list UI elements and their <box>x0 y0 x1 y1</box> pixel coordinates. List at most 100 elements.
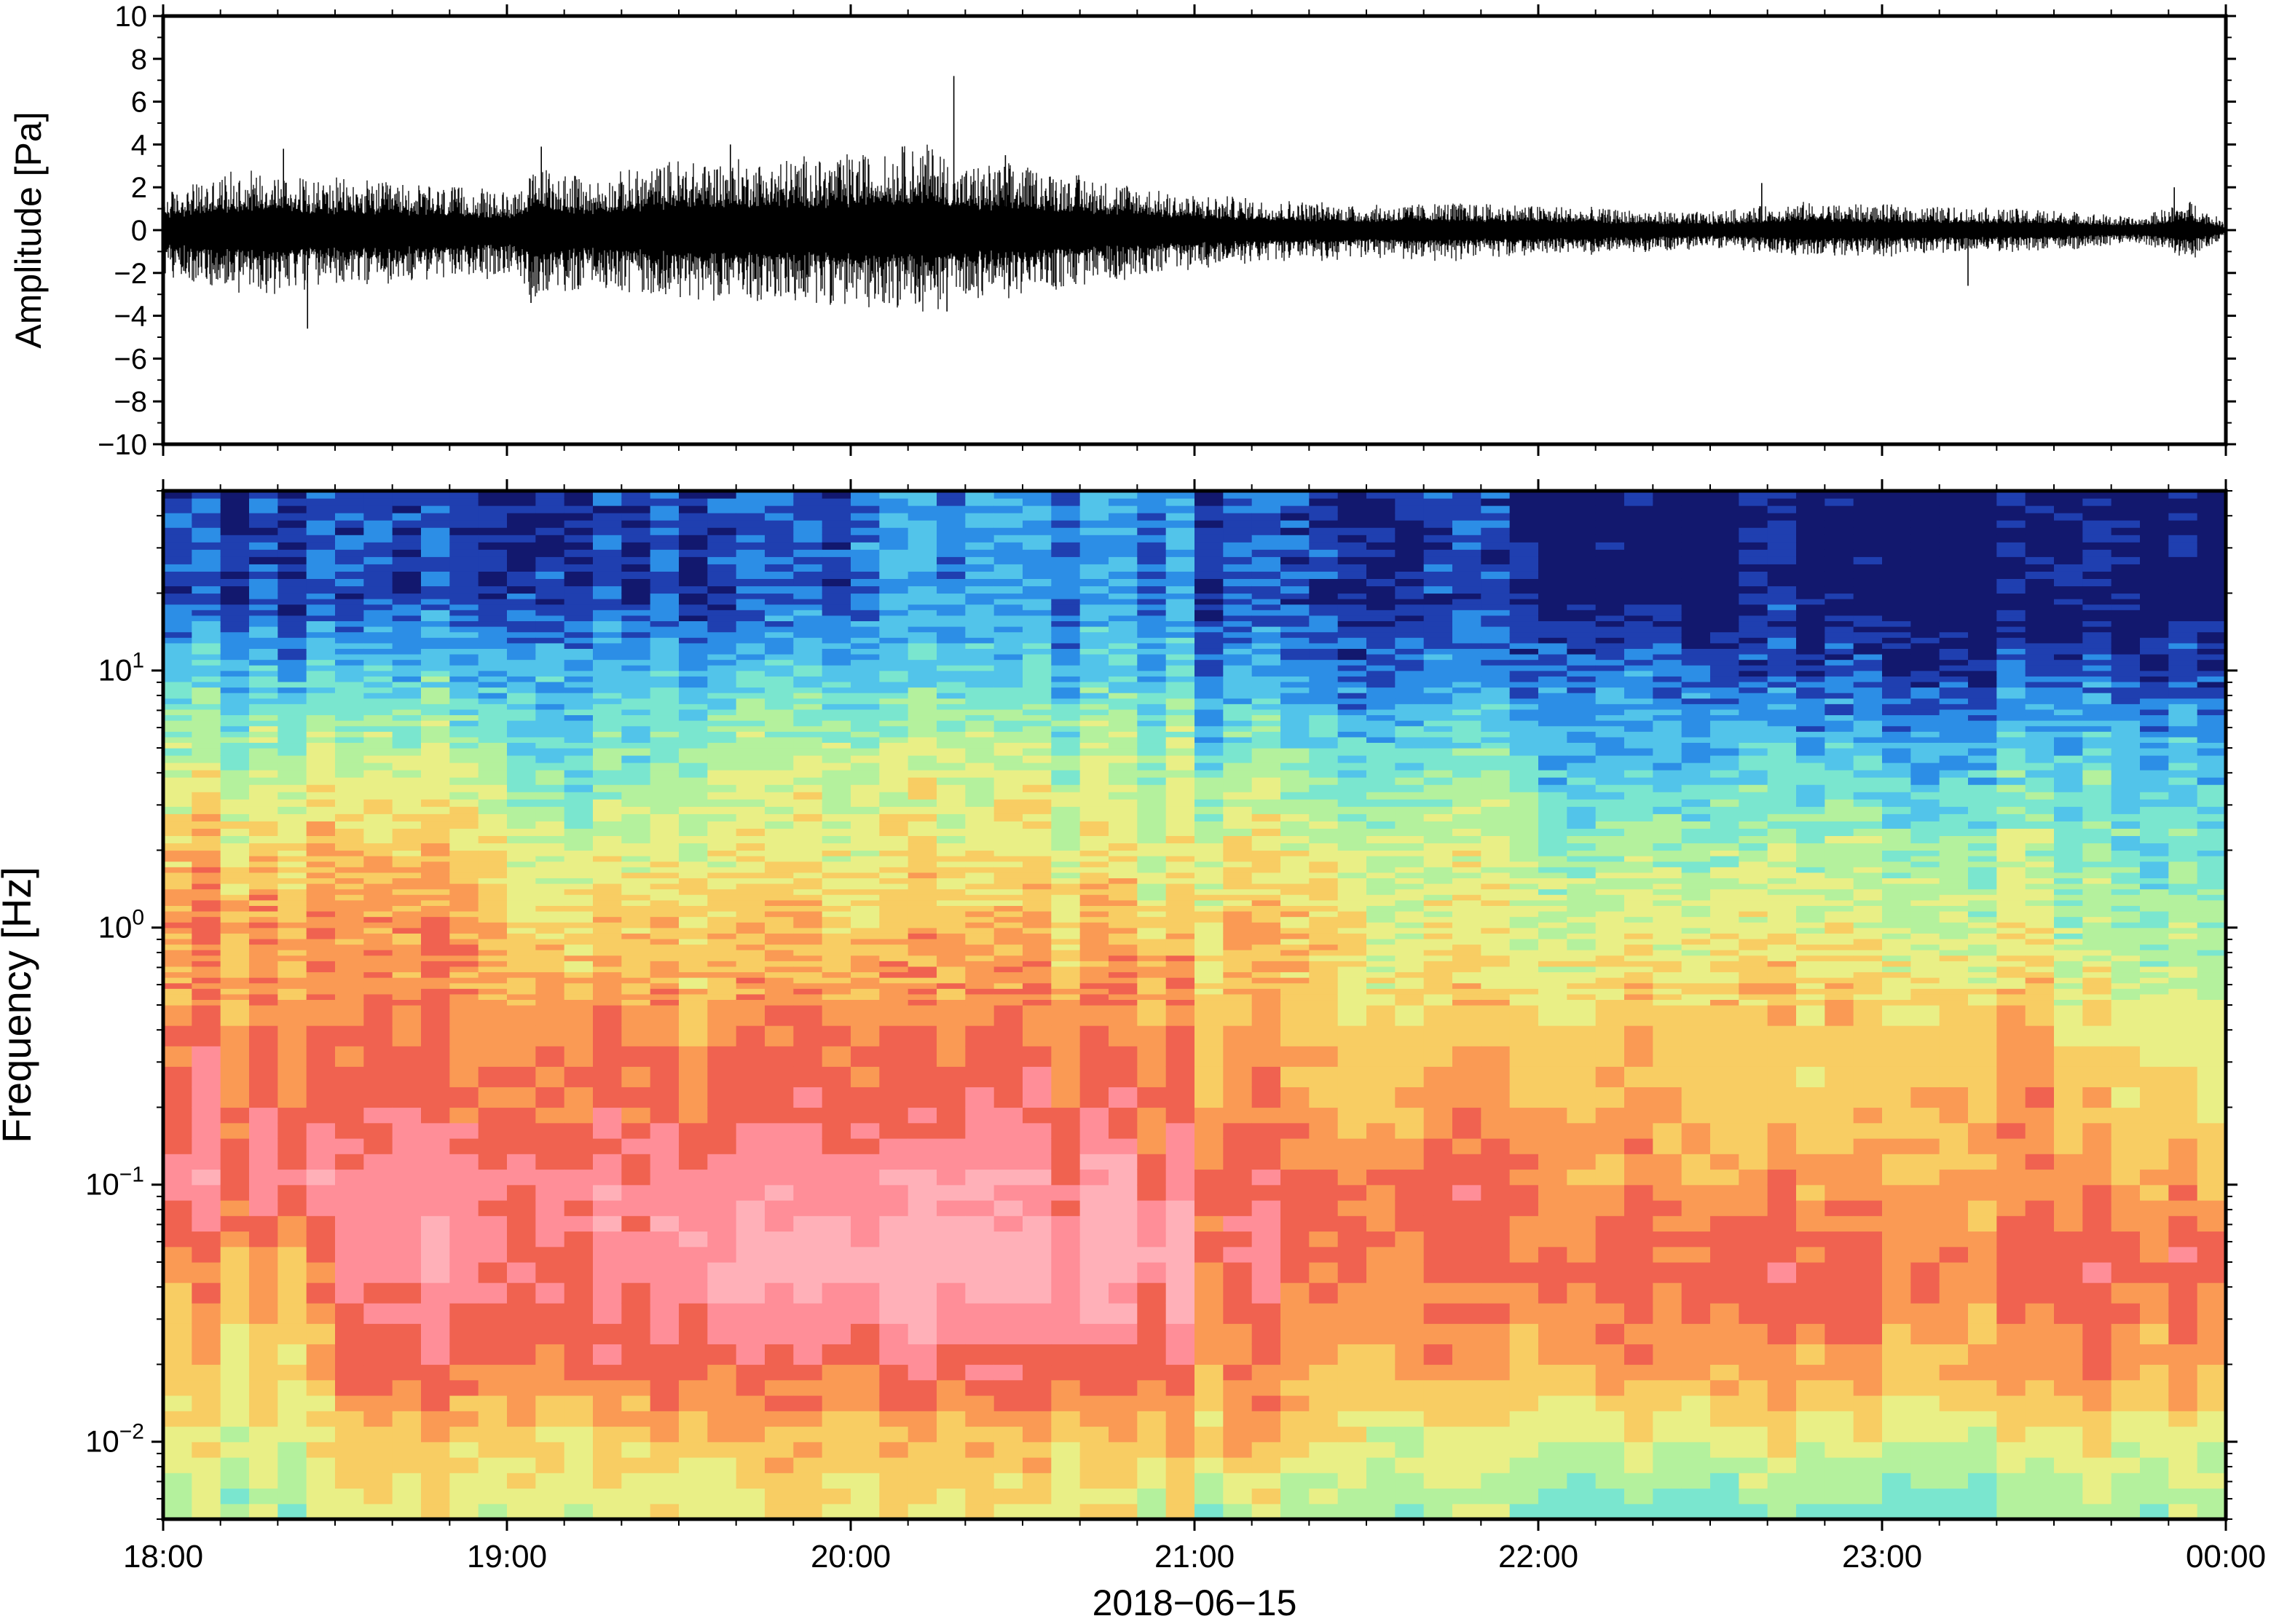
spectrogram-cell <box>851 806 880 814</box>
spectrogram-cell <box>507 894 536 901</box>
spectrogram-cell <box>937 1169 966 1186</box>
spectrogram-cell <box>192 1282 221 1304</box>
spectrogram-cell <box>1280 933 1310 939</box>
spectrogram-cell <box>163 1184 192 1201</box>
spectrogram-cell <box>1051 955 1081 961</box>
spectrogram-cell <box>851 742 880 749</box>
spectrogram-cell <box>1280 927 1310 934</box>
spectrogram-cell <box>1109 681 1138 688</box>
spectrogram-cell <box>965 670 995 677</box>
spectrogram-cell <box>908 993 937 1001</box>
spectrogram-cell <box>192 927 221 934</box>
spectrogram-cell <box>1051 806 1081 814</box>
spectrogram-cell <box>908 762 937 770</box>
spectrogram-cell <box>736 843 765 851</box>
spectrogram-cell <box>1223 1215 1253 1232</box>
spectrogram-cell <box>1337 878 1367 884</box>
spectrogram-cell <box>249 888 278 895</box>
spectrogram-cell <box>478 1303 508 1324</box>
spectrogram-cell <box>1165 714 1195 721</box>
spectrogram-cell <box>220 1169 250 1186</box>
spectrogram-cell <box>363 556 393 564</box>
spectrogram-cell <box>1194 856 1224 862</box>
spectrogram-cell <box>507 1379 536 1396</box>
spectrogram-cell <box>879 1046 909 1067</box>
spectrogram-cell <box>1051 556 1081 564</box>
spectrogram-cell <box>535 1379 565 1396</box>
spectrogram-cell <box>736 1046 765 1067</box>
spectrogram-cell <box>1137 1364 1167 1381</box>
spectrogram-cell <box>679 665 708 671</box>
spectrogram-cell <box>965 1169 995 1186</box>
spectrogram-cell <box>679 513 708 521</box>
spectrogram-cell <box>306 1184 336 1201</box>
spectrogram-cell <box>822 620 851 627</box>
spectrogram-cell <box>1337 1025 1367 1046</box>
spectrogram-cell <box>1280 922 1310 929</box>
spectrogram-cell <box>621 971 651 978</box>
spectrogram-cell <box>421 1138 450 1154</box>
spectrogram-cell <box>1165 1025 1195 1046</box>
spectrogram-cell <box>707 725 737 732</box>
spectrogram-cell <box>1337 653 1367 661</box>
spectrogram-cell <box>1194 564 1224 572</box>
spectrogram-cell <box>736 878 765 884</box>
spectrogram-cell <box>679 878 708 884</box>
spectrogram-cell <box>1223 637 1253 644</box>
spectrogram-cell <box>1023 491 1052 499</box>
spectrogram-cell <box>879 498 909 506</box>
spectrogram-cell <box>822 736 851 744</box>
spectrogram-cell <box>507 888 536 895</box>
spectrogram-cell <box>793 648 823 655</box>
spectrogram-cell <box>965 950 995 956</box>
spectrogram-cell <box>1251 626 1281 633</box>
spectrogram-cell <box>1137 527 1167 535</box>
spectrogram-cell <box>793 1473 823 1489</box>
spectrogram-cell <box>1194 1107 1224 1124</box>
spectrogram-cell <box>1023 999 1052 1006</box>
spectrogram-cell <box>937 1231 966 1247</box>
spectrogram-cell <box>679 535 708 543</box>
spectrogram-cell <box>192 637 221 644</box>
spectrogram-cell <box>564 755 594 763</box>
spectrogram-cell <box>736 971 765 978</box>
spectrogram-cell <box>851 927 880 934</box>
spectrogram-cell <box>1023 961 1052 967</box>
spectrogram-cell <box>793 777 823 785</box>
spectrogram-cell <box>1079 698 1109 704</box>
spectrogram-cell <box>249 944 278 950</box>
spectrogram-cell <box>1023 1488 1052 1505</box>
spectrogram-cell <box>249 1411 278 1427</box>
spectrogram-cell <box>908 1262 937 1283</box>
spectrogram-cell <box>1280 792 1310 800</box>
spectrogram-cell <box>1079 977 1109 984</box>
spectrogram-cell <box>593 806 622 814</box>
spectrogram-cell <box>163 631 192 638</box>
spectrogram-cell <box>1109 742 1138 749</box>
spectrogram-cell <box>851 872 880 879</box>
spectrogram-cell <box>707 586 737 594</box>
spectrogram-cell <box>765 520 794 528</box>
spectrogram-cell <box>621 731 651 738</box>
spectrogram-cell <box>449 498 479 506</box>
spectrogram-cell <box>564 1046 594 1067</box>
spectrogram-cell <box>163 681 192 688</box>
spectrogram-cell <box>1337 748 1367 756</box>
spectrogram-cell <box>736 982 765 989</box>
spectrogram-cell <box>163 843 192 851</box>
spectrogram-cell <box>1109 648 1138 655</box>
spectrogram-cell <box>1280 867 1310 873</box>
spectrogram-cell <box>306 770 336 778</box>
spectrogram-cell <box>1251 883 1281 890</box>
spectrogram-cell <box>736 944 765 950</box>
spectrogram-cell <box>507 770 536 778</box>
spectrogram-cell <box>1194 542 1224 550</box>
spectrogram-cell <box>1251 1154 1281 1170</box>
spectrogram-cell <box>908 720 937 727</box>
spectrogram-cell <box>363 1344 393 1365</box>
spectrogram-cell <box>1366 878 1396 884</box>
spectrogram-cell <box>1079 755 1109 763</box>
spectrogram-cell <box>679 527 708 535</box>
spectrogram-cell <box>335 856 364 862</box>
